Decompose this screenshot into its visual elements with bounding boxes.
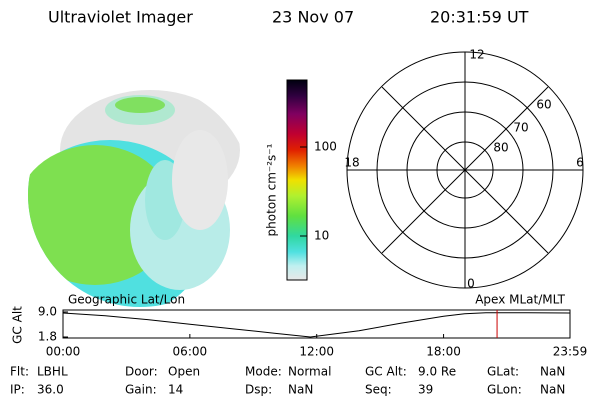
field-value: 39 bbox=[418, 383, 433, 397]
field-label: IP: bbox=[10, 383, 25, 397]
field-label: GLat: bbox=[487, 365, 519, 379]
colorbar-tick-label: 10 bbox=[314, 229, 329, 243]
mlt-label: 12 bbox=[469, 48, 484, 62]
x-tick-label: 06:00 bbox=[173, 345, 208, 359]
field-label: GC Alt: bbox=[365, 365, 407, 379]
field-label: Seq: bbox=[365, 383, 392, 397]
y-tick-label: 9.0 bbox=[38, 305, 57, 319]
date: 23 Nov 07 bbox=[272, 8, 354, 27]
field-value: 9.0 Re bbox=[418, 365, 456, 379]
x-tick-label: 18:00 bbox=[426, 345, 461, 359]
auroral-image bbox=[28, 83, 252, 307]
colorbar bbox=[286, 79, 308, 281]
field-value: 14 bbox=[168, 383, 183, 397]
lat-label: 70 bbox=[513, 121, 528, 135]
field-value: LBHL bbox=[37, 365, 68, 379]
y-axis-label: GC Alt bbox=[11, 306, 25, 344]
plot-left-title: Geographic Lat/Lon bbox=[68, 293, 185, 307]
mlt-label: 0 bbox=[467, 277, 475, 291]
field-label: Mode: bbox=[245, 365, 282, 379]
plot-right-title: Apex MLat/MLT bbox=[475, 293, 565, 307]
x-tick-label: 00:00 bbox=[46, 345, 81, 359]
field-value: NaN bbox=[540, 365, 565, 379]
x-tick-label: 23:59 bbox=[553, 345, 588, 359]
lat-label: 80 bbox=[493, 141, 508, 155]
y-tick-label: 1.8 bbox=[38, 330, 57, 344]
field-label: Dsp: bbox=[245, 383, 272, 397]
time: 20:31:59 UT bbox=[430, 8, 529, 27]
title: Ultraviolet Imager bbox=[48, 8, 193, 27]
field-value: NaN bbox=[540, 383, 565, 397]
field-value: Normal bbox=[288, 365, 331, 379]
altitude-line bbox=[62, 312, 571, 338]
field-value: Open bbox=[168, 365, 200, 379]
x-tick-label: 12:00 bbox=[299, 345, 334, 359]
field-label: Door: bbox=[125, 365, 158, 379]
mlt-label: 6 bbox=[576, 156, 584, 170]
field-label: GLon: bbox=[487, 383, 522, 397]
field-value: NaN bbox=[288, 383, 313, 397]
field-value: 36.0 bbox=[37, 383, 64, 397]
lat-label: 60 bbox=[536, 98, 551, 112]
plot-frame bbox=[62, 309, 571, 339]
colorbar-tick-label: 100 bbox=[314, 140, 337, 154]
field-label: Gain: bbox=[125, 383, 157, 397]
mlt-label: 18 bbox=[344, 156, 359, 170]
polar-grid bbox=[346, 51, 584, 289]
field-label: Flt: bbox=[10, 365, 29, 379]
colorbar-label: photon cm⁻²s⁻¹ bbox=[265, 143, 279, 236]
